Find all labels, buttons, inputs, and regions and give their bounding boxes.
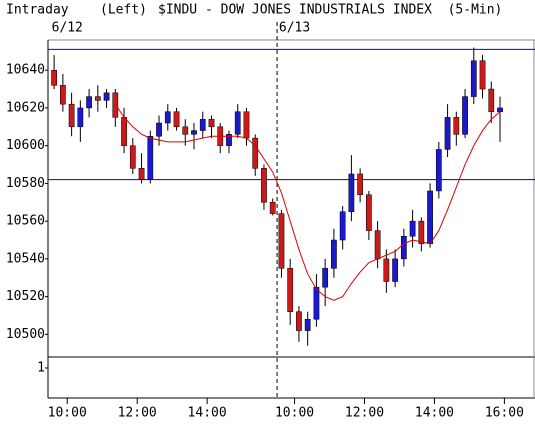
y-tick-label: 10520 [6, 289, 45, 304]
x-tick-label: 14:00 [415, 406, 454, 421]
candle-body [427, 190, 433, 245]
y-tick-label: 10600 [6, 138, 45, 153]
candle-body [147, 135, 154, 180]
candle-body [77, 107, 84, 128]
y-tick-label: 10640 [6, 63, 45, 78]
candle-body [287, 268, 294, 312]
candle-body [470, 60, 477, 97]
candle-body [479, 60, 486, 90]
candle-body [261, 168, 267, 203]
candle-body [51, 69, 57, 86]
y-tick-label: 10620 [6, 100, 45, 115]
candle-body [400, 235, 407, 260]
candle-body [138, 168, 145, 180]
candle-body [462, 96, 468, 135]
x-tick-label: 12:00 [118, 406, 157, 421]
candle-body [226, 134, 232, 146]
candle-body [322, 268, 329, 288]
candle-body [304, 319, 311, 331]
candle-body [392, 258, 398, 282]
candle-body [409, 220, 416, 237]
y-tick-label: 10500 [6, 327, 45, 342]
candle-body [191, 130, 197, 135]
candle-body [269, 202, 276, 214]
candle-body [435, 149, 442, 192]
candle-body [497, 107, 503, 112]
candle-body [234, 111, 241, 135]
candle-body [296, 311, 302, 331]
candle-body [182, 126, 189, 135]
x-tick-label: 16:00 [485, 406, 524, 421]
candle-body [453, 117, 460, 135]
axis-side: (Left) [100, 3, 147, 18]
candle-body [199, 119, 206, 131]
x-tick-label: 12:00 [345, 406, 384, 421]
candle-body [278, 213, 285, 269]
candle-body [339, 211, 346, 241]
date-label: 6/13 [279, 21, 310, 36]
candle-body [103, 92, 110, 101]
candle-body [208, 119, 215, 128]
candle-body [331, 239, 337, 269]
candle-body [374, 230, 381, 260]
candle-body [121, 117, 127, 146]
y-tick-label: 10540 [6, 251, 45, 266]
x-tick-label: 14:00 [188, 406, 227, 421]
candle-body [444, 117, 451, 150]
candle-body [68, 103, 75, 128]
candle-body [383, 258, 390, 282]
candle-body [488, 88, 495, 112]
y-tick-label: 10560 [6, 214, 45, 229]
candle-body [366, 194, 372, 231]
candle-body [357, 173, 364, 195]
moving-average [114, 103, 501, 301]
x-tick-label: 10:00 [48, 406, 87, 421]
candle-body [173, 111, 180, 128]
y-tick-label: 10580 [6, 176, 45, 191]
candle-body [252, 137, 259, 169]
candle-body [112, 92, 119, 118]
mode-label: Intraday [6, 3, 69, 18]
candle-body [86, 96, 92, 109]
candle-body [243, 111, 250, 139]
chart-title: $INDU - DOW JONES INDUSTRIALS INDEX (5-M… [158, 3, 502, 18]
candle-body [418, 220, 425, 245]
x-tick-label: 10:00 [275, 406, 314, 421]
candle-body [59, 85, 66, 105]
candle-body [164, 111, 171, 124]
candle-body [156, 122, 162, 137]
candle-body [129, 145, 136, 169]
candle-body [348, 173, 355, 212]
date-label: 6/12 [52, 21, 83, 36]
candle-body [94, 96, 101, 101]
candle-body [313, 286, 320, 320]
lower-tick-label: 1 [37, 361, 45, 376]
